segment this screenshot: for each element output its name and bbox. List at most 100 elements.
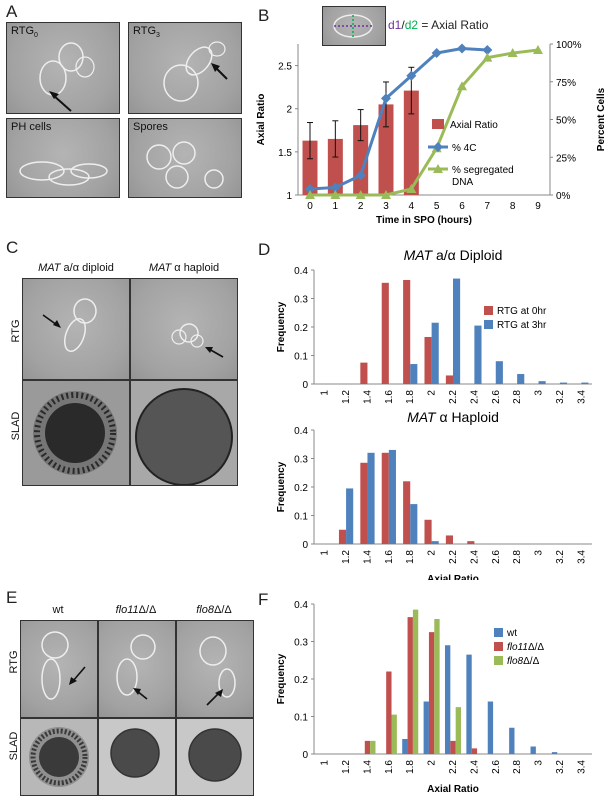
chartF-bar xyxy=(487,701,494,754)
chartF-bar xyxy=(471,748,478,754)
chart-b-x-axis-label: Time in SPO (hours) xyxy=(376,215,472,226)
col-label-flo8: flo8Δ/Δ xyxy=(196,604,232,616)
chartD1-legend-label: RTG at 3hr xyxy=(497,320,547,331)
chart-b-y2-tick-label: 50% xyxy=(556,116,576,127)
colony-c-slad-haploid xyxy=(130,380,238,486)
chartD2-bar xyxy=(467,541,475,544)
formula-d2: d2 xyxy=(404,18,419,32)
chartF-y-tick-label: 0 xyxy=(302,750,308,761)
chart-b-x-tick-label: 4 xyxy=(409,201,415,212)
chart-b-point-segregated xyxy=(406,183,417,193)
chart-b-point-4c xyxy=(406,70,417,81)
chartF-bar xyxy=(450,740,456,754)
panel-letter-c: C xyxy=(6,238,19,257)
chart-b: 1 1.5 2 2.5 0% 25% 50% 75% 100% 0 1 2 3 4 5 6 7 8 9 Time in… xyxy=(256,40,607,226)
chart-b-legend-segregated: % segregated xyxy=(452,165,514,176)
chartD1-x-tick-label: 3.4 xyxy=(576,390,587,404)
chartD2-bar xyxy=(338,529,347,544)
chartF-x-tick-label: 1.4 xyxy=(362,760,373,774)
chartD1-legend-label: RTG at 0hr xyxy=(497,306,547,317)
axial-ratio-schematic-image xyxy=(322,6,386,46)
chart-b-point-4c xyxy=(305,183,315,194)
chartD1-x-tick-label: 3 xyxy=(534,390,545,396)
chartF-bar xyxy=(412,609,419,754)
chart-b-x-tick-label: 1 xyxy=(333,201,339,212)
chartF-bar xyxy=(434,619,440,754)
chartF-bar xyxy=(444,645,451,754)
chart-b-bar xyxy=(302,140,318,195)
micrograph-rtg0: RTG0 xyxy=(6,22,120,114)
chartF-bar xyxy=(370,740,376,754)
micrograph-e-rtg-flo8 xyxy=(176,620,254,718)
chartD2-x-tick-label: 2.4 xyxy=(469,550,480,564)
chartD1-y-axis-label: Frequency xyxy=(276,301,287,352)
chart-b-point-4c xyxy=(330,182,341,193)
chartF-y-tick-label: 0.1 xyxy=(294,713,308,724)
formula-d1: d1 xyxy=(388,18,402,32)
chart-b-point-segregated xyxy=(482,52,493,62)
chartF-bar xyxy=(407,617,413,754)
col-label-diploid: MAT a/α diploid xyxy=(38,262,114,274)
chart-b-point-segregated xyxy=(457,81,467,91)
col-label-wt: wt xyxy=(52,604,64,616)
chartF-x-tick-label: 2 xyxy=(427,760,438,766)
chartD2-y-tick-label: 0 xyxy=(302,540,308,551)
chartD1-x-tick-label: 1.4 xyxy=(362,390,373,404)
micrograph-label-ph: PH cells xyxy=(11,121,52,133)
chartF-x-tick-label: 3.4 xyxy=(576,760,587,774)
chartD2-bar xyxy=(381,452,389,544)
chart-b-legend-dna: DNA xyxy=(452,177,473,188)
col-label-haploid: MAT α haploid xyxy=(148,262,220,274)
chart-b-y2-tick-label: 0% xyxy=(556,191,571,202)
chart-b-x-tick-label: 5 xyxy=(434,201,440,212)
chart-b-point-segregated xyxy=(305,190,315,199)
chart-b-x-tick-label: 0 xyxy=(307,201,313,212)
chart-b-legend-marker-4c xyxy=(433,142,443,152)
chartD2-x-tick-label: 1.2 xyxy=(341,550,352,564)
chartF-legend-label: flo11Δ/Δ xyxy=(507,642,544,653)
chart-b-bar xyxy=(403,90,419,195)
chart-f: 0 0.1 0.2 0.3 0.4 1 1.2 1.4 1.6 1.8 2 2.2 2.4 2.6 2.8 3… xyxy=(276,600,592,795)
chartD2-x-axis-label: Axial Ratio xyxy=(427,574,479,580)
chart-b-y-tick-label: 2.5 xyxy=(278,62,292,73)
chartF-y-axis-label: Frequency xyxy=(276,653,287,704)
micrograph-spores: Spores xyxy=(128,118,242,198)
chartD1-x-tick-label: 2.4 xyxy=(469,390,480,404)
chart-b-x-tick-label: 2 xyxy=(358,201,364,212)
chartF-bar xyxy=(509,727,515,754)
colony-e-slad-flo8 xyxy=(176,718,254,796)
chartD2-x-tick-label: 3 xyxy=(534,550,545,556)
chartF-legend-label: flo8Δ/Δ xyxy=(507,656,540,667)
micrograph-label-spores: Spores xyxy=(133,121,168,133)
chartD1-legend-swatch xyxy=(484,320,493,329)
formula-sep: / xyxy=(401,18,405,32)
chartD2-bar xyxy=(410,504,418,544)
colony-e-slad-wt xyxy=(20,718,98,796)
chart-b-point-segregated xyxy=(355,190,366,199)
chart-b-y-axis-label: Axial Ratio xyxy=(256,94,267,146)
chartD1-legend-swatch xyxy=(484,306,493,315)
chartD1-bar xyxy=(431,322,439,384)
panel-letter-e: E xyxy=(6,588,18,607)
chartD2-y-tick-label: 0.4 xyxy=(294,426,308,437)
chartD1-x-tick-label: 2.6 xyxy=(491,390,502,404)
chartD2-bar xyxy=(367,452,375,544)
chartF-bar xyxy=(455,707,462,754)
panel-letter-f: F xyxy=(258,590,269,609)
chartD1-bar xyxy=(445,375,453,384)
chart-b-x-tick-label: 3 xyxy=(383,201,389,212)
chartD2-bar xyxy=(403,481,411,544)
chartD1-bar xyxy=(424,336,432,384)
chartD2-x-tick-label: 2.8 xyxy=(512,550,523,564)
chartD1-x-tick-label: 2.2 xyxy=(448,390,459,404)
chartD1-bar xyxy=(581,382,589,384)
chartD1-bar xyxy=(474,325,482,384)
chartD1-x-tick-label: 1.6 xyxy=(384,390,395,404)
chart-b-x-tick-label: 8 xyxy=(510,201,516,212)
chartF-legend-swatch xyxy=(494,628,503,637)
chartD1-bar xyxy=(517,374,525,384)
chartD1-x-tick-label: 2 xyxy=(427,390,438,396)
row-label-slad-c: SLAD xyxy=(10,411,22,441)
chart-b-legend-marker-segregated xyxy=(433,164,443,173)
chartD2-y-tick-label: 0.2 xyxy=(294,483,308,494)
